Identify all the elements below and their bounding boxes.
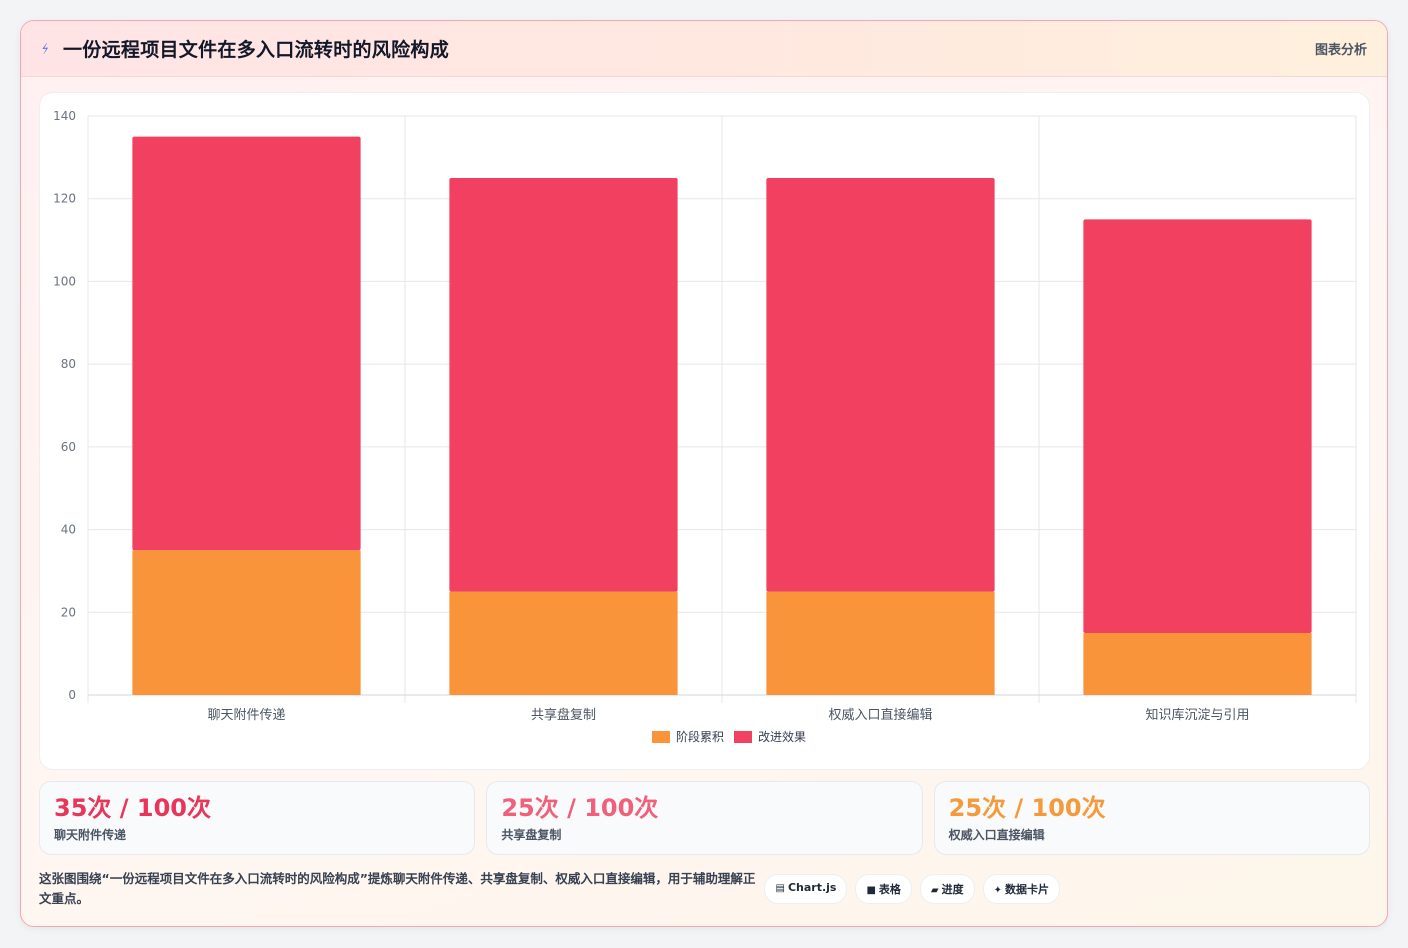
chart-panel: 0 20 40 60 80 100 120 140 聊天附件传递 共享盘复制 权威入口直接编辑 知识库… [39, 92, 1370, 770]
legend-label: 改进效果 [758, 729, 806, 744]
bar-chart: 0 20 40 60 80 100 120 140 聊天附件传递 共享盘复制 权威入口直接编辑 知识库… [53, 109, 1357, 744]
bar-segment [449, 591, 678, 695]
y-tick-label: 0 [68, 688, 76, 702]
chart-card: ⚡ 一份远程项目文件在多入口流转时的风险构成 图表分析 0 20 40 60 80 100… [20, 20, 1388, 927]
bar-segment [132, 136, 361, 551]
chip-chartjs[interactable]: ▤ Chart.js [764, 874, 848, 904]
card-header: ⚡ 一份远程项目文件在多入口流转时的风险构成 图表分析 [21, 21, 1387, 77]
page-title: 一份远程项目文件在多入口流转时的风险构成 [63, 39, 450, 61]
bar-segment [449, 178, 678, 592]
progress-icon: ▰ [930, 885, 939, 896]
legend-label: 阶段累积 [676, 729, 724, 744]
stat-label: 聊天附件传递 [54, 828, 127, 842]
chip-label: 进度 [941, 883, 964, 896]
y-tick-label: 140 [53, 109, 76, 123]
stat-card: 25次 / 100次 权威入口直接编辑 [933, 781, 1370, 855]
bar-segment [766, 178, 995, 592]
chart-icon: ▤ [775, 883, 785, 894]
stats-row: 35次 / 100次 聊天附件传递 25次 / 100次 共享盘复制 25次 /… [39, 781, 1370, 855]
legend-swatch [734, 731, 752, 743]
y-tick-label: 100 [53, 274, 76, 288]
chart-description: 这张图围绕“一份远程项目文件在多入口流转时的风险构成”提炼聊天附件传递、共享盘复… [39, 871, 756, 906]
chip-label: 数据卡片 [1005, 883, 1049, 896]
bar-segment [1083, 632, 1312, 695]
bolt-icon: ⚡ [38, 41, 53, 59]
y-tick-label: 60 [61, 440, 76, 454]
stat-card: 35次 / 100次 聊天附件传递 [39, 781, 476, 855]
header-tag: 图表分析 [1314, 43, 1367, 58]
x-tick-label: 权威入口直接编辑 [828, 707, 932, 723]
bar-segment [766, 591, 995, 695]
chip-list: ▤ Chart.js ■ 表格 ▰ 进度 ✦ 数据卡片 [764, 874, 1060, 904]
x-tick-label: 聊天附件传递 [207, 708, 285, 723]
chip-label: Chart.js [787, 881, 837, 894]
stat-card: 25次 / 100次 共享盘复制 [486, 781, 923, 855]
title-wrap: ⚡ 一份远程项目文件在多入口流转时的风险构成 [38, 35, 450, 62]
bar-segment [1083, 219, 1312, 633]
sparkle-icon: ✦ [993, 885, 1002, 896]
bar-segment [132, 550, 361, 695]
chip-table[interactable]: ■ 表格 [855, 874, 912, 904]
y-tick-label: 120 [53, 192, 76, 206]
x-tick-label: 共享盘复制 [531, 707, 596, 723]
table-icon: ■ [866, 885, 876, 896]
stat-label: 权威入口直接编辑 [948, 828, 1045, 842]
chip-data-card[interactable]: ✦ 数据卡片 [982, 874, 1060, 904]
stat-value: 25次 / 100次 [501, 794, 659, 822]
stat-value: 35次 / 100次 [54, 794, 211, 822]
chip-label: 表格 [878, 883, 901, 896]
stat-value: 25次 / 100次 [948, 794, 1106, 822]
y-tick-label: 80 [61, 357, 76, 371]
chip-progress[interactable]: ▰ 进度 [919, 874, 975, 904]
x-tick-label: 知识库沉淀与引用 [1145, 707, 1249, 723]
legend-swatch [652, 731, 670, 743]
stat-label: 共享盘复制 [501, 828, 562, 842]
y-tick-label: 20 [61, 605, 76, 619]
card-footer: 这张图围绕“一份远程项目文件在多入口流转时的风险构成”提炼聊天附件传递、共享盘复… [39, 869, 1370, 909]
y-tick-label: 40 [61, 523, 76, 537]
